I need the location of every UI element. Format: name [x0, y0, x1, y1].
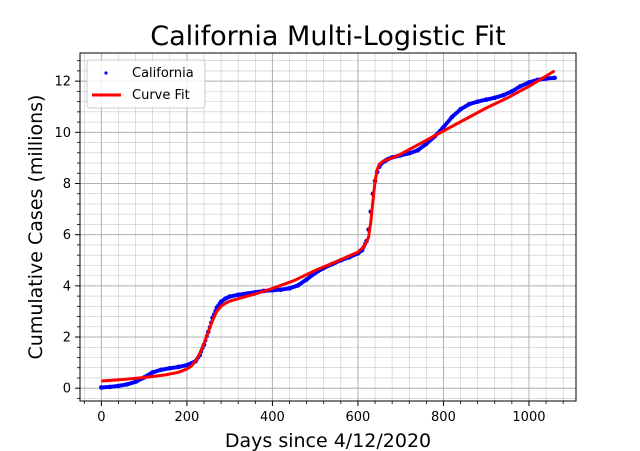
- y-tick-label: 8: [63, 177, 71, 192]
- x-tick-label: 800: [431, 410, 456, 425]
- x-tick-label: 600: [346, 410, 371, 425]
- major-grid: [80, 53, 576, 401]
- legend-dot-marker: [104, 71, 108, 75]
- x-tick-label: 200: [174, 410, 199, 425]
- series-line-curve-fit: [101, 69, 556, 383]
- y-tick-label: 4: [63, 279, 71, 294]
- x-axis-title: Days since 4/12/2020: [225, 430, 431, 451]
- x-tick-label: 0: [97, 410, 105, 425]
- y-tick-label: 2: [63, 331, 71, 346]
- data-point: [552, 75, 557, 81]
- plot-frame: [79, 52, 577, 402]
- y-axis-title: Cumulative Cases (millions): [25, 95, 47, 360]
- axis-ticks: 0 200 400 600 800 1000 0 2 4 6 8 10 12: [54, 60, 564, 425]
- legend: California Curve Fit: [86, 59, 206, 109]
- y-tick-label: 12: [54, 75, 71, 90]
- legend-label-california: California: [132, 66, 194, 81]
- y-tick-label: 0: [63, 382, 71, 397]
- x-tick-label: 400: [260, 410, 285, 425]
- x-tick-label: 1000: [512, 410, 545, 425]
- legend-label-curve-fit: Curve Fit: [132, 88, 190, 103]
- plot-series: [99, 69, 557, 390]
- chart-title: California Multi-Logistic Fit: [150, 21, 506, 52]
- y-tick-label: 10: [54, 126, 71, 141]
- y-tick-label: 6: [63, 228, 71, 243]
